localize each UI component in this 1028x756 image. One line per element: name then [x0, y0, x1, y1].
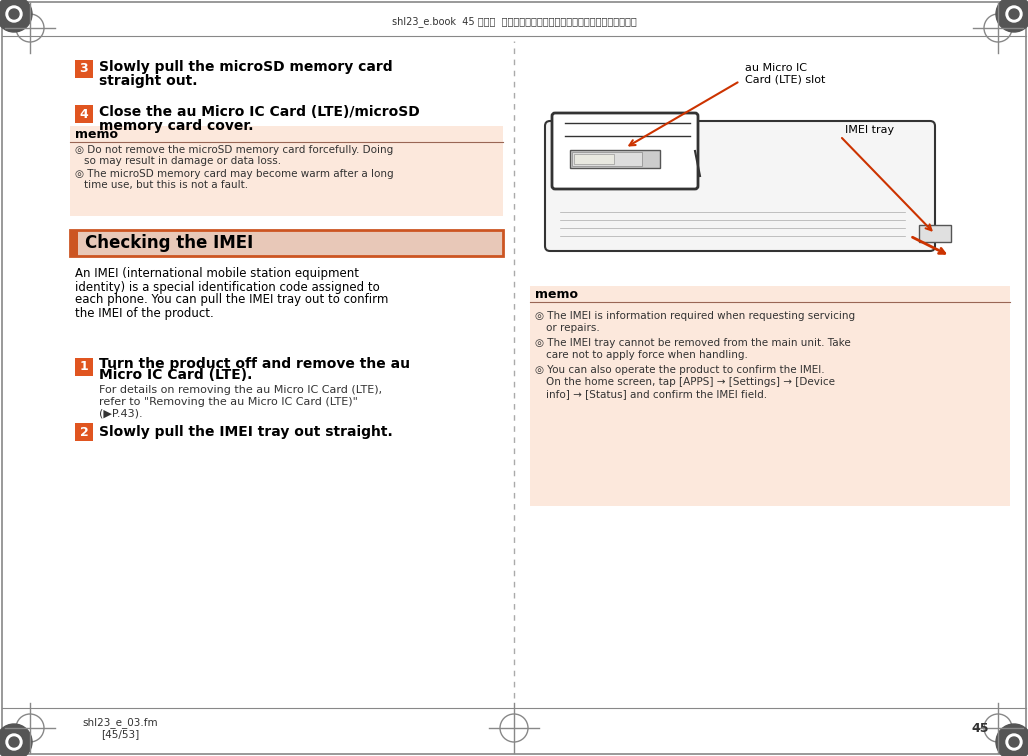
Text: straight out.: straight out. [99, 74, 197, 88]
FancyBboxPatch shape [570, 150, 660, 168]
Text: refer to "Removing the au Micro IC Card (LTE)": refer to "Removing the au Micro IC Card … [99, 397, 358, 407]
FancyBboxPatch shape [75, 60, 93, 78]
Text: 4: 4 [79, 107, 88, 120]
Circle shape [996, 724, 1028, 756]
Text: ◎ The IMEI tray cannot be removed from the main unit. Take: ◎ The IMEI tray cannot be removed from t… [535, 338, 851, 348]
FancyBboxPatch shape [530, 286, 1009, 506]
Text: info] → [Status] and confirm the IMEI field.: info] → [Status] and confirm the IMEI fi… [546, 389, 767, 399]
Text: 3: 3 [80, 63, 88, 76]
FancyBboxPatch shape [574, 154, 614, 164]
Text: ◎ Do not remove the microSD memory card forcefully. Doing: ◎ Do not remove the microSD memory card … [75, 145, 394, 155]
Text: (▶P.43).: (▶P.43). [99, 409, 143, 419]
Text: 2: 2 [79, 426, 88, 438]
Text: Micro IC Card (LTE).: Micro IC Card (LTE). [99, 368, 253, 382]
Text: so may result in damage or data loss.: so may result in damage or data loss. [84, 156, 281, 166]
Circle shape [1009, 9, 1019, 19]
Text: Slowly pull the IMEI tray out straight.: Slowly pull the IMEI tray out straight. [99, 425, 393, 439]
Text: memo: memo [75, 128, 118, 141]
Circle shape [9, 9, 19, 19]
FancyBboxPatch shape [70, 230, 78, 256]
Text: On the home screen, tap [APPS] → [Settings] → [Device: On the home screen, tap [APPS] → [Settin… [546, 377, 835, 387]
Circle shape [9, 737, 19, 747]
Text: ◎ The microSD memory card may become warm after a long: ◎ The microSD memory card may become war… [75, 169, 394, 179]
FancyBboxPatch shape [552, 113, 698, 189]
FancyBboxPatch shape [919, 225, 951, 242]
Text: shl23_e.book  45 ページ  ２０１３年１１月１２日　火曜日　午後４時４８分: shl23_e.book 45 ページ ２０１３年１１月１２日 火曜日 午後４時… [392, 17, 636, 27]
Text: ◎ You can also operate the product to confirm the IMEI.: ◎ You can also operate the product to co… [535, 365, 824, 375]
Text: Turn the product off and remove the au: Turn the product off and remove the au [99, 357, 410, 371]
Text: or repairs.: or repairs. [546, 323, 599, 333]
Text: the IMEI of the product.: the IMEI of the product. [75, 306, 214, 320]
Text: shl23_e_03.fm
[45/53]: shl23_e_03.fm [45/53] [82, 717, 158, 739]
Text: 45: 45 [971, 721, 989, 735]
Text: IMEI tray: IMEI tray [845, 125, 894, 135]
FancyBboxPatch shape [70, 230, 503, 256]
Text: ◎ The IMEI is information required when requesting servicing: ◎ The IMEI is information required when … [535, 311, 855, 321]
Text: care not to apply force when handling.: care not to apply force when handling. [546, 350, 748, 360]
Text: au Micro IC
Card (LTE) slot: au Micro IC Card (LTE) slot [745, 64, 825, 85]
Text: An IMEI (international mobile station equipment: An IMEI (international mobile station eq… [75, 268, 359, 280]
Text: For details on removing the au Micro IC Card (LTE),: For details on removing the au Micro IC … [99, 385, 382, 395]
FancyBboxPatch shape [545, 121, 935, 251]
Text: time use, but this is not a fault.: time use, but this is not a fault. [84, 180, 248, 190]
Circle shape [996, 0, 1028, 32]
Text: memory card cover.: memory card cover. [99, 119, 254, 133]
Circle shape [1009, 737, 1019, 747]
FancyBboxPatch shape [70, 126, 503, 216]
FancyBboxPatch shape [75, 358, 93, 376]
FancyBboxPatch shape [572, 152, 642, 166]
Circle shape [0, 0, 32, 32]
Text: memo: memo [535, 287, 578, 300]
Text: Checking the IMEI: Checking the IMEI [85, 234, 253, 252]
FancyBboxPatch shape [75, 423, 93, 441]
Circle shape [1006, 734, 1022, 750]
Circle shape [6, 6, 22, 22]
Text: identity) is a special identification code assigned to: identity) is a special identification co… [75, 280, 379, 293]
Text: Close the au Micro IC Card (LTE)/microSD: Close the au Micro IC Card (LTE)/microSD [99, 105, 419, 119]
Circle shape [1006, 6, 1022, 22]
Circle shape [6, 734, 22, 750]
Text: each phone. You can pull the IMEI tray out to confirm: each phone. You can pull the IMEI tray o… [75, 293, 389, 306]
Text: 1: 1 [79, 361, 88, 373]
Circle shape [0, 724, 32, 756]
Text: Slowly pull the microSD memory card: Slowly pull the microSD memory card [99, 60, 393, 74]
FancyBboxPatch shape [75, 105, 93, 123]
